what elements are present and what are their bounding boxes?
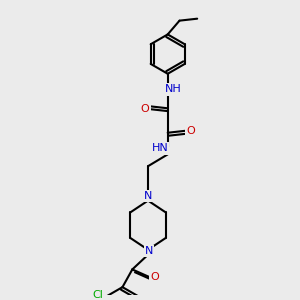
Text: N: N [144, 191, 152, 201]
Text: O: O [141, 104, 149, 114]
Text: HN: HN [152, 143, 168, 154]
Text: O: O [186, 126, 195, 136]
Text: O: O [151, 272, 159, 282]
Text: NH: NH [165, 85, 182, 94]
Text: N: N [145, 246, 153, 256]
Text: Cl: Cl [92, 290, 103, 300]
